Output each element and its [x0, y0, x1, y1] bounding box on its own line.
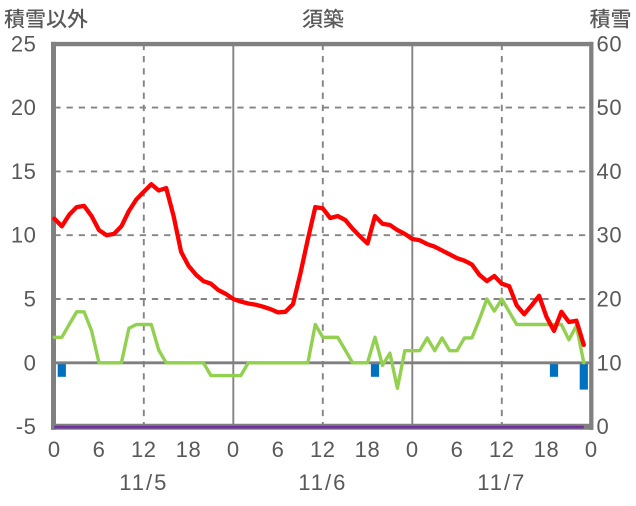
svg-text:6: 6 — [272, 437, 285, 462]
svg-text:0: 0 — [406, 437, 419, 462]
svg-text:10: 10 — [597, 350, 623, 375]
svg-text:0: 0 — [48, 437, 61, 462]
svg-text:11/7: 11/7 — [477, 470, 526, 495]
svg-text:50: 50 — [597, 95, 623, 120]
svg-text:12: 12 — [489, 437, 515, 462]
svg-text:12: 12 — [310, 437, 336, 462]
svg-text:0: 0 — [585, 437, 598, 462]
svg-text:60: 60 — [597, 31, 623, 56]
svg-text:6: 6 — [93, 437, 106, 462]
svg-text:20: 20 — [11, 95, 37, 120]
svg-text:20: 20 — [597, 287, 623, 312]
svg-text:18: 18 — [534, 437, 560, 462]
svg-text:11/6: 11/6 — [298, 470, 347, 495]
svg-text:30: 30 — [597, 223, 623, 248]
svg-text:18: 18 — [355, 437, 381, 462]
svg-text:0: 0 — [24, 350, 37, 375]
svg-text:15: 15 — [11, 159, 37, 184]
svg-text:6: 6 — [451, 437, 464, 462]
svg-text:0: 0 — [597, 414, 610, 439]
svg-text:-5: -5 — [16, 414, 37, 439]
svg-text:5: 5 — [24, 287, 37, 312]
svg-text:25: 25 — [11, 31, 37, 56]
svg-text:0: 0 — [227, 437, 240, 462]
svg-text:12: 12 — [131, 437, 157, 462]
svg-text:40: 40 — [597, 159, 623, 184]
svg-text:11/5: 11/5 — [119, 470, 168, 495]
svg-text:10: 10 — [11, 223, 37, 248]
svg-text:18: 18 — [176, 437, 202, 462]
